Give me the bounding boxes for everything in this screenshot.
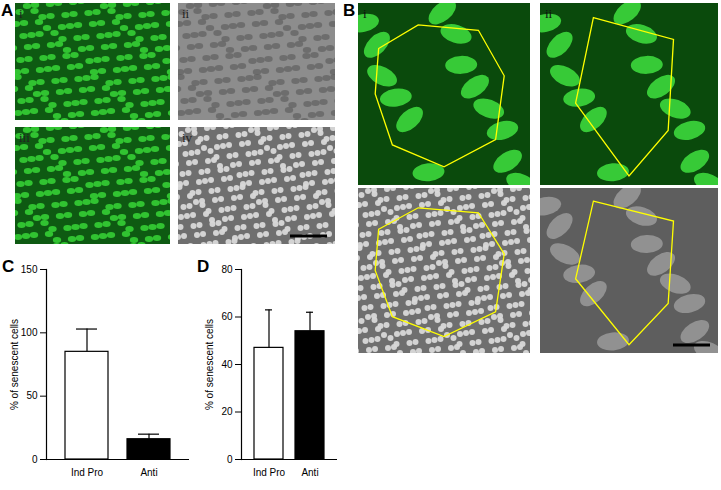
html-text:D: D	[197, 257, 210, 276]
html-text:i: i	[363, 6, 367, 21]
svg-text:50: 50	[26, 390, 38, 401]
html-text:iv: iv	[182, 130, 193, 145]
svg-text:Anti: Anti	[140, 467, 157, 478]
html-text:A i: A i	[1, 1, 23, 21]
svg-text:100: 100	[21, 327, 38, 338]
svg-text:150: 150	[21, 264, 38, 275]
svg-text:0: 0	[227, 454, 233, 465]
svg-text:% of senescent cells: % of senescent cells	[204, 319, 215, 410]
svg-text:Ind Pro: Ind Pro	[253, 467, 286, 478]
svg-text:Anti: Anti	[301, 467, 318, 478]
svg-text:40: 40	[221, 359, 233, 370]
svg-text:80: 80	[221, 264, 233, 275]
svg-text:60: 60	[221, 311, 233, 322]
html-text:ii: ii	[182, 6, 190, 21]
html-text:iii: iii	[19, 130, 30, 145]
html-text:C: C	[2, 257, 15, 276]
svg-text:20: 20	[221, 406, 233, 417]
svg-text:% of senescent cells: % of senescent cells	[9, 319, 20, 410]
html-text:ii: ii	[545, 6, 553, 21]
html-text:B: B	[343, 1, 356, 20]
svg-text:0: 0	[32, 454, 38, 465]
svg-text:Ind Pro: Ind Pro	[71, 467, 104, 478]
